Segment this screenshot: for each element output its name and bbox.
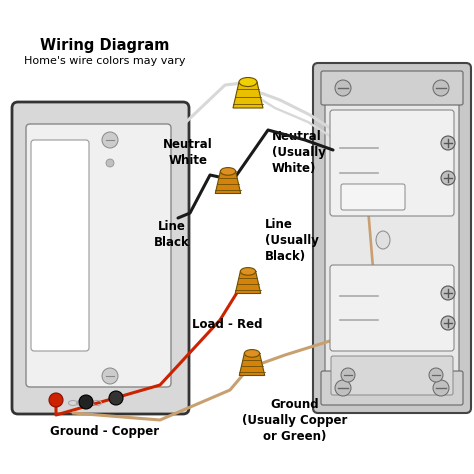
Circle shape xyxy=(79,395,93,409)
FancyBboxPatch shape xyxy=(325,80,459,396)
Circle shape xyxy=(441,171,455,185)
FancyBboxPatch shape xyxy=(321,71,463,105)
Polygon shape xyxy=(239,354,265,375)
Text: Ground
(Usually Copper
or Green): Ground (Usually Copper or Green) xyxy=(242,398,348,443)
FancyBboxPatch shape xyxy=(12,102,189,414)
Circle shape xyxy=(49,393,63,407)
Circle shape xyxy=(433,380,449,396)
Text: Wiring Diagram: Wiring Diagram xyxy=(40,38,170,53)
Polygon shape xyxy=(233,82,263,108)
FancyBboxPatch shape xyxy=(330,110,454,216)
Text: Neutral
(Usually
White): Neutral (Usually White) xyxy=(272,130,326,175)
Text: Neutral
White: Neutral White xyxy=(163,138,213,167)
Ellipse shape xyxy=(220,168,236,175)
Text: Ground - Copper: Ground - Copper xyxy=(50,425,160,438)
Circle shape xyxy=(109,391,123,405)
FancyBboxPatch shape xyxy=(330,265,454,351)
FancyBboxPatch shape xyxy=(321,371,463,405)
Circle shape xyxy=(102,368,118,384)
Text: Line
(Usually
Black): Line (Usually Black) xyxy=(265,218,319,263)
FancyBboxPatch shape xyxy=(26,124,171,387)
Circle shape xyxy=(429,368,443,382)
Ellipse shape xyxy=(245,350,260,357)
Circle shape xyxy=(441,316,455,330)
Circle shape xyxy=(441,286,455,300)
Polygon shape xyxy=(235,272,261,293)
Circle shape xyxy=(102,132,118,148)
Polygon shape xyxy=(215,172,241,193)
Circle shape xyxy=(341,368,355,382)
Circle shape xyxy=(441,136,455,150)
Text: Home's wire colors may vary: Home's wire colors may vary xyxy=(24,56,186,66)
Ellipse shape xyxy=(240,268,255,275)
FancyBboxPatch shape xyxy=(31,140,89,351)
Text: Line
Black: Line Black xyxy=(154,220,190,249)
Text: Load - Red: Load - Red xyxy=(192,318,263,331)
FancyBboxPatch shape xyxy=(313,63,471,413)
Ellipse shape xyxy=(376,231,390,249)
Circle shape xyxy=(335,80,351,96)
FancyBboxPatch shape xyxy=(331,356,453,395)
Circle shape xyxy=(335,380,351,396)
Circle shape xyxy=(106,159,114,167)
FancyBboxPatch shape xyxy=(341,184,405,210)
Circle shape xyxy=(433,80,449,96)
Ellipse shape xyxy=(239,78,257,86)
